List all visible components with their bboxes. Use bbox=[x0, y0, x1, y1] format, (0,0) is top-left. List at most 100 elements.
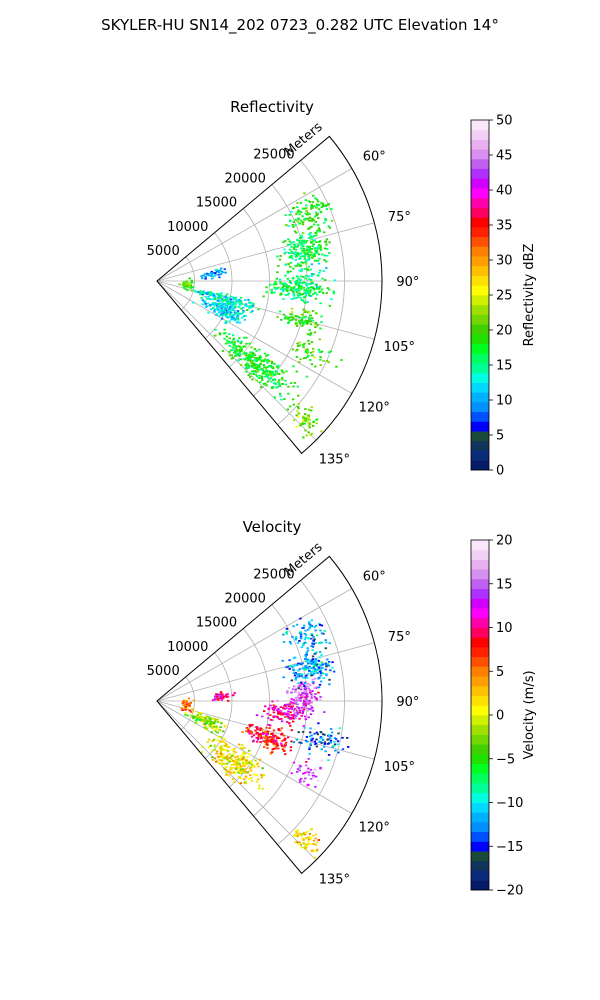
echo-gate bbox=[296, 254, 299, 257]
echo-gate bbox=[300, 708, 304, 711]
echo-gate bbox=[295, 637, 298, 640]
echo-gate bbox=[296, 348, 299, 351]
echo-gate bbox=[316, 204, 319, 207]
echo-gate bbox=[309, 236, 312, 239]
echo-gate bbox=[301, 223, 305, 226]
echo-gate bbox=[324, 750, 327, 753]
echo-gate bbox=[262, 740, 265, 743]
echo-gate bbox=[312, 666, 315, 669]
echo-gate bbox=[318, 624, 322, 626]
echo-gate bbox=[284, 741, 288, 744]
echo-gate bbox=[231, 346, 235, 349]
echo-gate bbox=[305, 845, 308, 847]
echo-gate bbox=[308, 334, 312, 337]
echo-gate bbox=[302, 251, 306, 254]
echo-gate bbox=[306, 842, 309, 845]
theta-tick-label: 90° bbox=[396, 695, 419, 710]
echo-gate bbox=[202, 290, 205, 293]
r-tick-label: 25000 bbox=[253, 567, 294, 582]
echo-gate bbox=[319, 364, 322, 366]
echo-gate bbox=[295, 231, 298, 234]
echo-gate bbox=[294, 265, 297, 267]
echo-gate bbox=[300, 299, 303, 301]
echo-gate bbox=[315, 211, 318, 214]
echo-gate bbox=[313, 659, 316, 662]
echo-gate bbox=[250, 731, 253, 734]
echo-gate bbox=[252, 303, 255, 305]
echo-gate bbox=[309, 837, 312, 840]
echo-gate bbox=[236, 310, 240, 312]
echo-gate bbox=[300, 293, 303, 296]
echo-gate bbox=[310, 659, 314, 662]
colorbar-segment bbox=[471, 139, 489, 150]
echo-gate bbox=[243, 752, 247, 755]
echo-gate bbox=[316, 848, 319, 851]
echo-gate bbox=[266, 731, 269, 734]
echo-gate bbox=[229, 766, 232, 769]
echo-gate bbox=[312, 243, 315, 246]
echo-gate bbox=[200, 712, 203, 714]
echo-gate bbox=[190, 289, 193, 292]
echo-gate bbox=[296, 238, 299, 241]
echo-gate bbox=[325, 674, 328, 677]
echo-gate bbox=[297, 675, 300, 678]
echo-gate bbox=[310, 670, 313, 673]
echo-gate bbox=[330, 298, 333, 301]
echo-gate bbox=[316, 733, 320, 736]
echo-gate bbox=[303, 342, 306, 345]
echo-gate bbox=[323, 711, 326, 713]
echo-gate bbox=[272, 729, 276, 732]
echo-gate bbox=[314, 291, 317, 294]
echo-gate bbox=[305, 240, 308, 242]
echo-gate bbox=[195, 721, 198, 724]
echo-gate bbox=[303, 676, 307, 679]
echo-gate bbox=[222, 762, 226, 765]
echo-gate bbox=[292, 403, 295, 406]
echo-gate bbox=[290, 319, 294, 321]
echo-gate bbox=[311, 201, 315, 204]
echo-gate bbox=[316, 672, 319, 674]
echo-gate bbox=[285, 290, 289, 292]
echo-gate bbox=[318, 667, 321, 670]
echo-gate bbox=[192, 301, 195, 304]
echo-gate bbox=[302, 323, 305, 325]
echo-gate bbox=[287, 225, 290, 227]
echo-gate bbox=[261, 379, 264, 381]
echo-gate bbox=[291, 316, 295, 319]
echo-gate bbox=[308, 669, 311, 672]
echo-gate bbox=[297, 698, 301, 701]
echo-gate bbox=[308, 233, 311, 236]
echo-gate bbox=[204, 275, 207, 278]
echo-gate bbox=[328, 737, 332, 739]
echo-gate bbox=[213, 757, 217, 760]
echo-gate bbox=[325, 247, 329, 250]
echo-gate bbox=[301, 416, 305, 419]
echo-gate bbox=[224, 299, 228, 302]
echo-gate bbox=[255, 714, 259, 717]
echo-gate bbox=[328, 734, 331, 736]
echo-gate bbox=[280, 318, 283, 321]
echo-gate bbox=[263, 352, 267, 355]
echo-gate bbox=[323, 254, 327, 257]
echo-gate bbox=[304, 633, 308, 636]
echo-gate bbox=[322, 270, 326, 272]
echo-gate bbox=[321, 663, 324, 666]
echo-gate bbox=[282, 633, 285, 636]
echo-gate bbox=[305, 319, 308, 322]
echo-gate bbox=[327, 361, 330, 364]
echo-gate bbox=[308, 659, 311, 662]
echo-gate bbox=[320, 742, 323, 744]
echo-gate bbox=[287, 238, 290, 241]
echo-gate bbox=[328, 678, 331, 681]
echo-gate bbox=[337, 732, 340, 735]
echo-gate bbox=[296, 206, 299, 208]
echo-gate bbox=[305, 207, 308, 209]
echo-gate bbox=[221, 697, 225, 699]
echo-gate bbox=[265, 369, 268, 372]
echo-gate bbox=[294, 707, 297, 710]
echo-gate bbox=[268, 360, 271, 362]
echo-gate bbox=[261, 368, 264, 371]
echo-gate bbox=[187, 282, 190, 285]
echo-gate bbox=[273, 739, 276, 742]
echo-gate bbox=[259, 741, 262, 743]
